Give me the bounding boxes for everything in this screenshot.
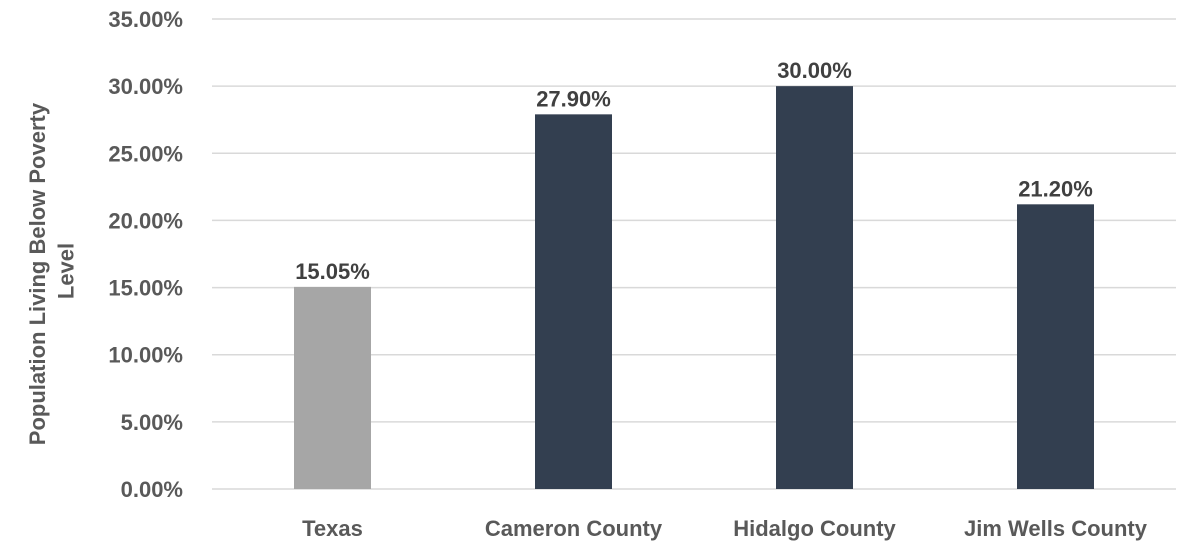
y-axis-title-line-2: Level [54, 243, 79, 299]
y-axis-title: Population Living Below Poverty Level [25, 97, 79, 445]
y-tick-label: 30.00% [108, 74, 183, 99]
data-label: 30.00% [777, 58, 852, 83]
data-label: 15.05% [295, 259, 370, 284]
bar [1017, 204, 1094, 490]
y-tick-label: 20.00% [108, 208, 183, 233]
data-label: 27.90% [536, 86, 611, 111]
y-tick-label: 10.00% [108, 343, 183, 368]
bar [294, 286, 371, 489]
gridlines [212, 18, 1176, 490]
data-label: 21.20% [1018, 176, 1093, 201]
bar [776, 86, 853, 490]
y-tick-label: 25.00% [108, 141, 183, 166]
category-label: Cameron County [485, 516, 663, 541]
y-axis-title-line-1: Population Living Below Poverty [25, 102, 50, 445]
y-axis-tick-labels: 0.00% 5.00% 10.00% 15.00% 20.00% 25.00% 30.00%… [108, 7, 183, 502]
y-tick-label: 35.00% [108, 7, 183, 32]
bar [535, 114, 612, 489]
x-axis-category-labels: Texas Cameron County Hidalgo County Jim Wel… [302, 516, 1148, 541]
y-tick-label: 0.00% [121, 477, 183, 502]
y-tick-label: 15.00% [108, 276, 183, 301]
y-tick-label: 5.00% [121, 410, 183, 435]
category-label: Jim Wells County [964, 516, 1148, 541]
data-labels: 15.05% 27.90% 30.00% 21.20% [295, 58, 1093, 284]
category-label: Texas [302, 516, 363, 541]
category-label: Hidalgo County [733, 516, 896, 541]
bars [294, 86, 1094, 490]
